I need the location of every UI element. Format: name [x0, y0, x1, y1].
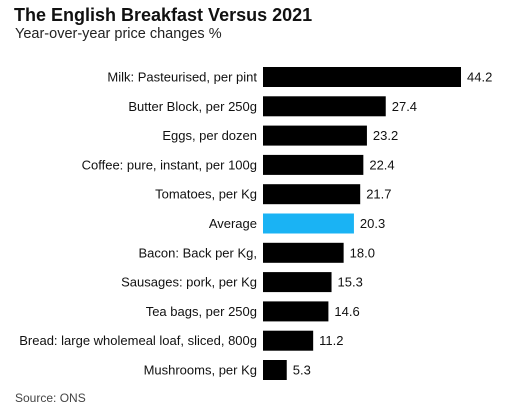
bar	[263, 125, 367, 146]
bar	[263, 360, 287, 380]
value-label: 20.3	[360, 216, 385, 231]
value-label: 18.0	[350, 245, 375, 260]
category-label: Average	[209, 216, 257, 231]
bar	[263, 301, 329, 322]
bar	[263, 242, 344, 263]
chart-subtitle: Year-over-year price changes %	[15, 26, 222, 42]
category-label: Bacon: Back per Kg,	[138, 245, 257, 260]
value-label: 22.4	[369, 157, 394, 172]
value-label: 14.6	[334, 304, 359, 319]
category-label: Eggs, per dozen	[162, 128, 257, 143]
category-label: Butter Block, per 250g	[128, 99, 257, 114]
value-label: 44.2	[467, 70, 492, 85]
bar	[263, 184, 361, 205]
bar	[263, 330, 314, 351]
value-label: 27.4	[392, 99, 417, 114]
category-label: Bread: large wholemeal loaf, sliced, 800…	[19, 333, 257, 348]
bars-group: Milk: Pasteurised, per pint 44.2 Butter Bl…	[19, 67, 492, 380]
bar-highlight	[263, 213, 354, 234]
category-label: Coffee: pure, instant, per 100g	[82, 157, 257, 172]
category-label: Tomatoes, per Kg	[155, 187, 257, 202]
bar	[263, 96, 386, 117]
category-label: Mushrooms, per Kg	[144, 363, 257, 378]
bar	[263, 154, 364, 175]
source-note: Source: ONS	[15, 391, 86, 405]
bar	[263, 272, 332, 293]
category-label: Tea bags, per 250g	[146, 304, 257, 319]
category-label: Milk: Pasteurised, per pint	[107, 70, 257, 85]
value-label: 15.3	[338, 275, 363, 290]
value-label: 11.2	[319, 333, 343, 348]
category-label: Sausages: pork, per Kg	[121, 275, 257, 290]
value-label: 23.2	[373, 128, 398, 143]
chart-title: The English Breakfast Versus 2021	[14, 5, 313, 25]
bar	[263, 67, 461, 87]
bar-chart: Milk: Pasteurised, per pint 44.2 Butter Bl…	[19, 67, 492, 380]
value-label: 21.7	[366, 187, 391, 202]
value-label: 5.3	[293, 363, 311, 378]
